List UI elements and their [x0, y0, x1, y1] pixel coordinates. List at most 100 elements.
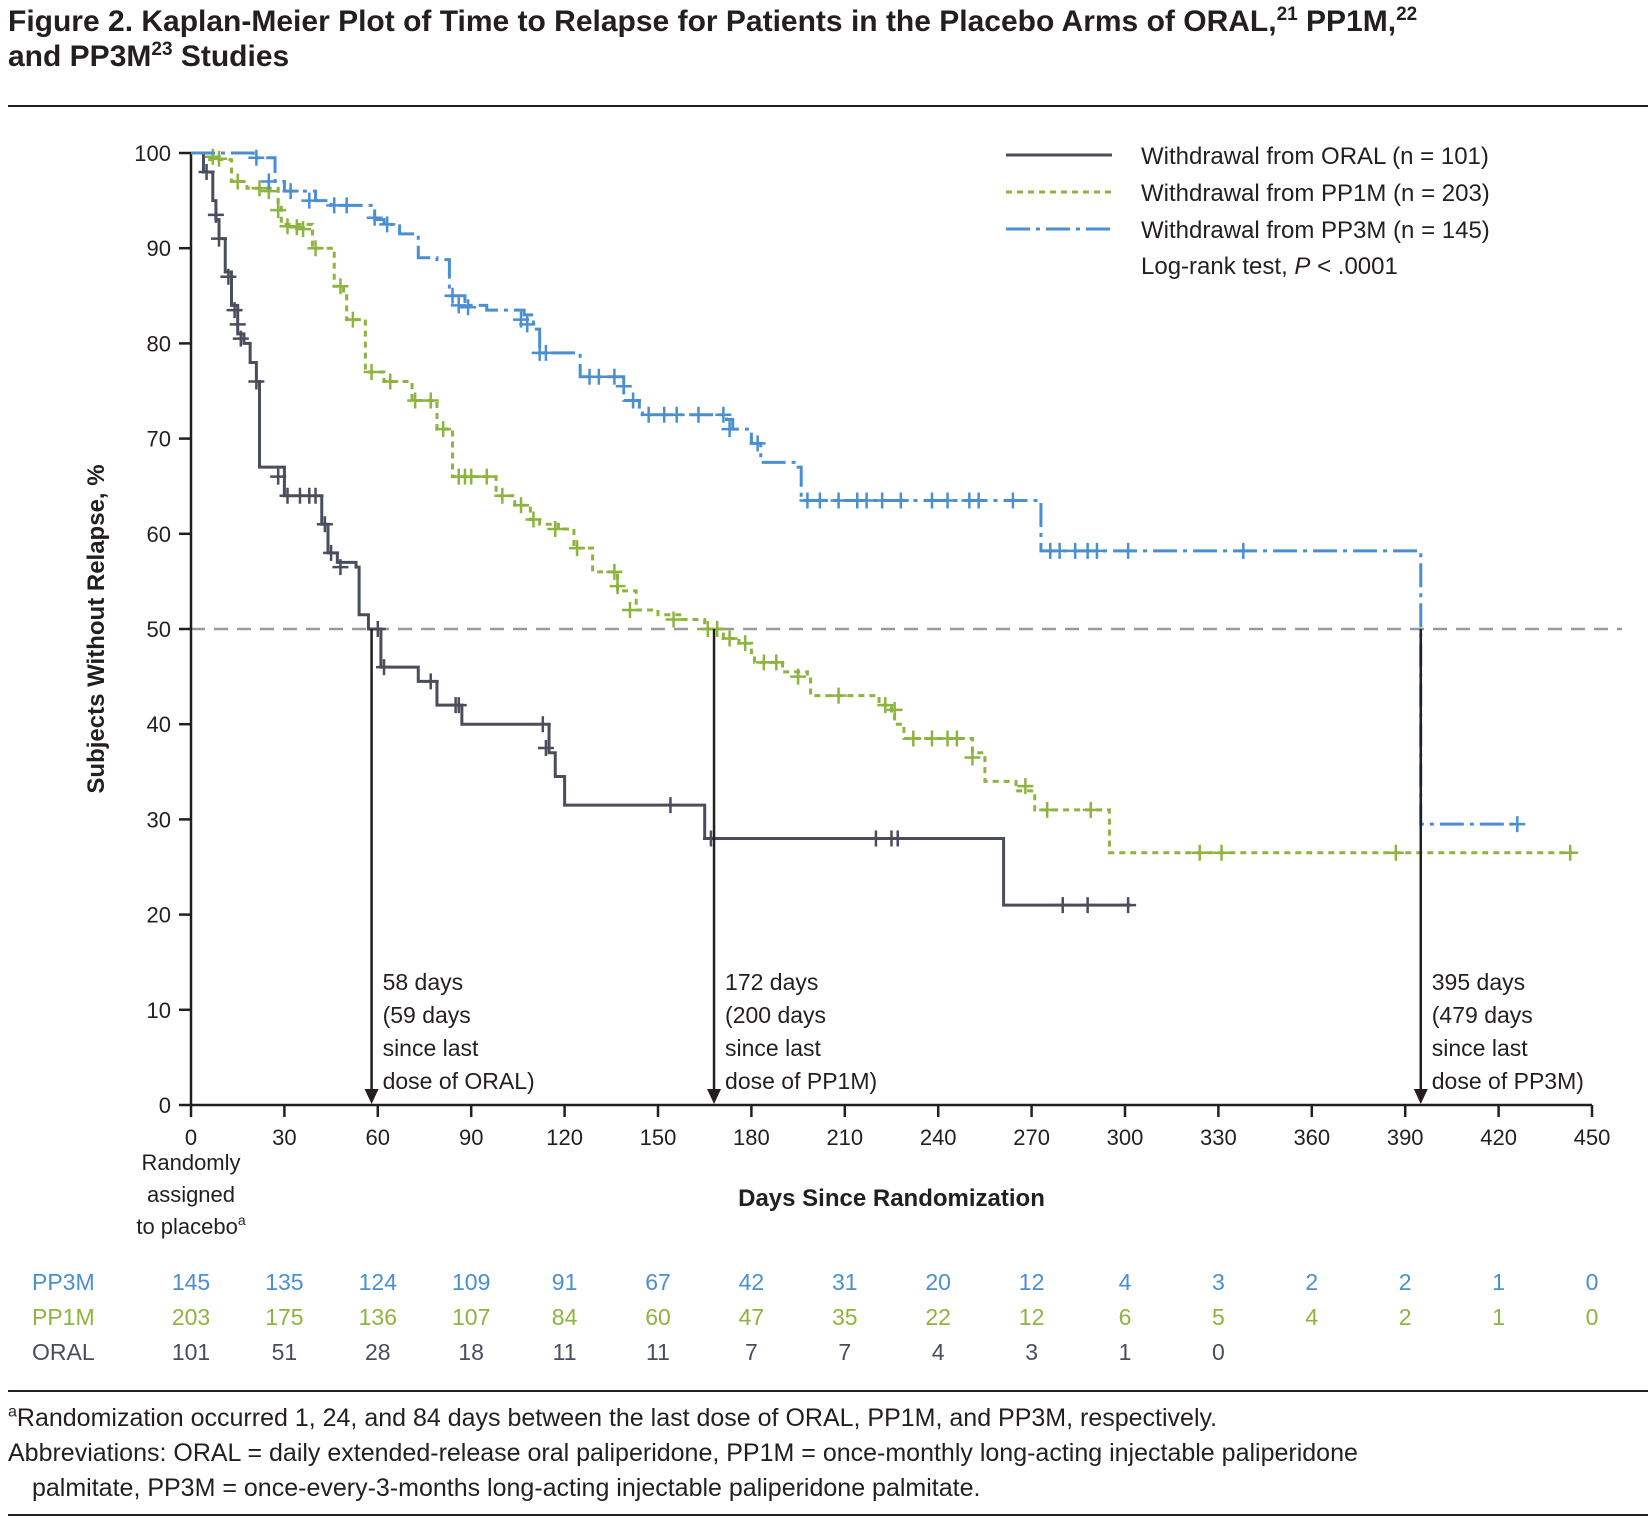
censor-mark-pp1m — [1017, 778, 1034, 795]
x-tick-label: 360 — [1293, 1125, 1330, 1150]
censor-mark-oral — [270, 468, 287, 485]
at-risk-count: 12 — [1019, 1304, 1045, 1330]
logrank-text: < .0001 — [1310, 253, 1397, 280]
abbreviations-line-2: palmitate, PP3M = once-every-3-months lo… — [32, 1470, 1652, 1506]
censor-mark-oral — [226, 302, 243, 319]
censor-mark-oral — [220, 268, 237, 285]
x-tick-label: 120 — [546, 1125, 583, 1150]
at-risk-count: 91 — [552, 1269, 578, 1295]
censor-mark-pp3m — [379, 216, 396, 233]
censor-mark-pp3m — [715, 406, 732, 423]
at-risk-count: 136 — [359, 1304, 397, 1330]
at-risk-count: 145 — [172, 1269, 210, 1295]
censor-mark-pp1m — [721, 630, 738, 647]
censor-mark-pp1m — [964, 749, 981, 766]
x-axis-title: Days Since Randomization — [738, 1185, 1045, 1212]
at-risk-count: 5 — [1212, 1304, 1225, 1330]
censor-mark-pp3m — [1088, 542, 1105, 559]
censor-mark-pp1m — [1213, 844, 1230, 861]
at-risk-count: 109 — [452, 1269, 490, 1295]
censor-mark-pp3m — [830, 492, 847, 509]
censor-mark-pp1m — [1387, 844, 1404, 861]
x-tick-label: 0 — [185, 1125, 197, 1150]
title-ref: 21 — [1276, 4, 1298, 25]
x-tick-label: 330 — [1200, 1125, 1237, 1150]
censor-mark-pp1m — [211, 150, 228, 167]
title-rule — [8, 105, 1648, 107]
median-annotation-text: dose of ORAL) — [383, 1068, 535, 1094]
median-annotation-text: since last — [1432, 1035, 1528, 1061]
at-risk-count: 0 — [1586, 1304, 1599, 1330]
at-risk-count: 18 — [458, 1339, 484, 1365]
censor-mark-pp3m — [260, 173, 277, 190]
arrow-down-icon — [364, 1089, 379, 1104]
at-risk-count: 28 — [365, 1339, 391, 1365]
censor-mark-pp3m — [248, 149, 265, 166]
survival-curve-oral — [191, 151, 1132, 907]
logrank-text: Log-rank test, — [1141, 253, 1294, 280]
censor-mark-pp3m — [301, 192, 318, 209]
censor-mark-pp3m — [749, 435, 766, 452]
y-tick-label: 80 — [147, 331, 171, 356]
y-tick-label: 60 — [147, 522, 171, 547]
censor-mark-oral — [316, 516, 333, 533]
median-annotation-text: (59 days — [383, 1002, 471, 1028]
censor-mark-pp1m — [737, 635, 754, 652]
x-tick-label: 180 — [733, 1125, 770, 1150]
at-risk-count: 135 — [265, 1269, 303, 1295]
censor-mark-pp3m — [1051, 542, 1068, 559]
title-text: Figure 2. Kaplan-Meier Plot of Time to R… — [8, 5, 1277, 38]
censor-mark-pp3m — [970, 492, 987, 509]
censor-mark-pp1m — [547, 521, 564, 538]
x-tick-label: 240 — [920, 1125, 957, 1150]
median-annotation-text: since last — [383, 1035, 479, 1061]
censor-mark-pp1m — [768, 654, 785, 671]
at-risk-count: 60 — [645, 1304, 671, 1330]
censor-mark-pp3m — [450, 297, 467, 314]
at-risk-count: 7 — [745, 1339, 758, 1365]
y-tick-label: 0 — [159, 1093, 171, 1118]
at-risk-count: 1 — [1119, 1339, 1132, 1365]
censor-mark-oral — [1120, 897, 1137, 914]
footnote-text: Randomization occurred 1, 24, and 84 day… — [16, 1404, 1218, 1432]
y-tick-label: 20 — [147, 903, 171, 928]
censor-mark-oral — [332, 559, 349, 576]
censor-mark-pp1m — [422, 392, 439, 409]
title-ref: 23 — [151, 39, 173, 60]
x-origin-note: Randomly — [141, 1150, 240, 1175]
censor-mark-pp3m — [460, 299, 477, 316]
median-annotation-text: dose of PP1M) — [725, 1068, 877, 1094]
x-tick-label: 90 — [459, 1125, 483, 1150]
x-tick-label: 30 — [272, 1125, 296, 1150]
title-text: PP1M, — [1297, 5, 1397, 38]
at-risk-count: 47 — [739, 1304, 765, 1330]
censor-mark-pp3m — [874, 492, 891, 509]
at-risk-count: 4 — [932, 1339, 945, 1365]
censor-mark-pp1m — [229, 173, 246, 190]
censor-mark-pp1m — [1191, 844, 1208, 861]
y-tick-label: 10 — [147, 998, 171, 1023]
at-risk-count: 35 — [832, 1304, 858, 1330]
logrank-test: Log-rank test, P < .0001 — [1141, 253, 1398, 280]
censor-mark-pp1m — [307, 240, 324, 257]
censor-mark-oral — [867, 830, 884, 847]
x-tick-label: 390 — [1387, 1125, 1424, 1150]
at-risk-count: 11 — [646, 1339, 670, 1365]
title-text: and PP3M — [8, 40, 152, 73]
censor-mark-pp1m — [363, 363, 380, 380]
censor-mark-oral — [1054, 897, 1071, 914]
censor-mark-pp3m — [537, 344, 554, 361]
censor-mark-pp3m — [590, 368, 607, 385]
y-axis-title: Subjects Without Relapse, % — [83, 464, 110, 793]
censor-mark-pp3m — [668, 406, 685, 423]
logrank-text: P — [1294, 253, 1310, 280]
censor-mark-oral — [211, 230, 228, 247]
censor-mark-pp1m — [923, 730, 940, 747]
censor-mark-pp3m — [811, 492, 828, 509]
median-annotation-text: since last — [725, 1035, 821, 1061]
censor-mark-pp1m — [525, 511, 542, 528]
censor-mark-pp1m — [665, 611, 682, 628]
censor-mark-pp3m — [923, 492, 940, 509]
censor-mark-pp1m — [606, 563, 623, 580]
